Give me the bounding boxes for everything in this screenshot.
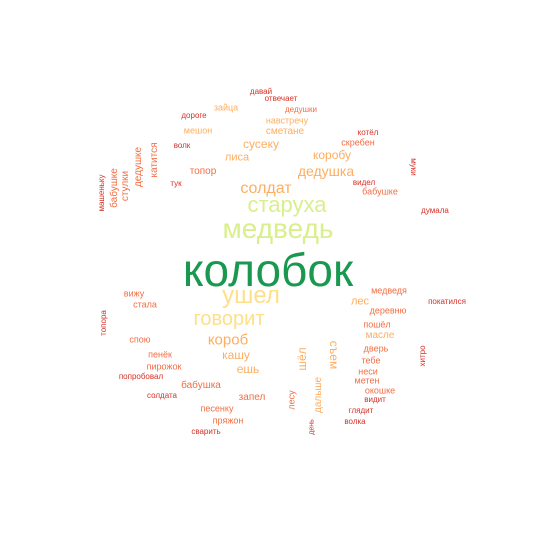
word-derevnyu: деревню bbox=[369, 305, 407, 316]
word-nesi: неси bbox=[358, 366, 378, 377]
word-esh: ешь bbox=[236, 362, 260, 376]
word-soldat: солдат bbox=[240, 180, 292, 197]
word-soldata: солдата bbox=[147, 391, 177, 400]
word-dedushka: дедушка bbox=[297, 163, 355, 179]
word-poproboval: попробовал bbox=[118, 372, 164, 381]
word-kolobok: колобок bbox=[182, 244, 354, 296]
word-lesu: лесу bbox=[286, 390, 297, 410]
word-stulki: стулки bbox=[120, 170, 131, 202]
word-davay: давай bbox=[249, 87, 273, 96]
word-kashu: кашу bbox=[222, 348, 250, 362]
word-meten: метен bbox=[354, 375, 380, 386]
word-suseku: сусеку bbox=[243, 137, 279, 151]
word-vizhu: вижу bbox=[123, 288, 145, 299]
word-tebe: тебе bbox=[361, 355, 381, 366]
word-topor: топор bbox=[189, 166, 217, 177]
word-masle: масле bbox=[365, 330, 395, 341]
word-smetane: сметане bbox=[265, 126, 305, 137]
word-svarit: сварить bbox=[191, 427, 221, 436]
word-doroge: дороге bbox=[181, 111, 207, 120]
word-dver: дверь bbox=[363, 343, 389, 354]
word-kotel: котёл bbox=[357, 128, 379, 137]
word-babushka: бабушка bbox=[181, 380, 221, 391]
word-pirozhok: пирожок bbox=[146, 361, 182, 372]
word-videl: видел bbox=[352, 178, 376, 187]
word-spoyu: спою bbox=[129, 334, 151, 345]
word-korobu: коробу bbox=[312, 148, 352, 162]
word-dedushke: дедушке bbox=[133, 146, 144, 188]
word-stala: стала bbox=[133, 299, 157, 310]
word-volk: волк bbox=[173, 141, 191, 150]
word-korob: короб bbox=[207, 331, 249, 349]
word-poshel: пошёл bbox=[363, 319, 391, 330]
word-vidit: видит bbox=[364, 395, 386, 404]
word-babushke-h: бабушке bbox=[362, 186, 398, 197]
word-dedushki: дедушки bbox=[285, 105, 317, 114]
word-glyadit: глядит bbox=[348, 406, 374, 415]
word-katitsya: катится bbox=[149, 142, 160, 178]
word-volka: волка bbox=[344, 417, 366, 426]
word-okoshke: окошке bbox=[364, 385, 396, 396]
word-otvechaet: отвечает bbox=[264, 94, 298, 103]
word-les: лес bbox=[350, 295, 370, 308]
word-babushke-v: бабушке bbox=[109, 168, 120, 208]
word-syem: съем bbox=[327, 340, 341, 370]
word-dumala: думала bbox=[421, 206, 449, 215]
word-skreben: скребен bbox=[341, 137, 375, 148]
word-khitro: хитро bbox=[418, 345, 427, 367]
word-shel: шёл bbox=[295, 347, 309, 371]
word-ushel: ушел bbox=[222, 282, 280, 309]
word-pokatilsya: покатился bbox=[428, 297, 466, 306]
word-lisa: лиса bbox=[224, 151, 250, 164]
word-meshon: мешон bbox=[183, 125, 213, 136]
word-zaytsa: зайца bbox=[213, 102, 239, 113]
word-penek: пенёк bbox=[148, 349, 172, 360]
word-medved: медведь bbox=[222, 213, 334, 244]
word-pryazhon: пряжон bbox=[212, 415, 244, 426]
word-navstrechu: навстречу bbox=[265, 115, 309, 126]
word-topora: топора bbox=[99, 310, 108, 336]
word-pesenku: песенку bbox=[200, 403, 234, 414]
word-zapel: запел bbox=[238, 392, 266, 403]
word-mashenku: машеньку bbox=[97, 174, 106, 212]
word-medvedya: медведя bbox=[371, 285, 407, 296]
word-govorit: говорит bbox=[193, 308, 265, 330]
word-dalshe: дальше bbox=[313, 376, 324, 414]
word-tuk: тук bbox=[170, 179, 182, 188]
word-den: день bbox=[308, 419, 316, 435]
word-starukha: старуха bbox=[247, 192, 327, 217]
word-muki: муки bbox=[409, 158, 418, 176]
